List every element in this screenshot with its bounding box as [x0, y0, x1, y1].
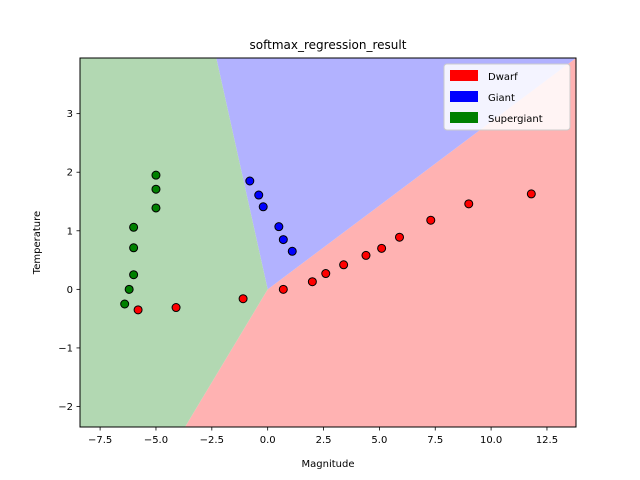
- point-dwarf: [464, 199, 474, 209]
- point-dwarf: [526, 189, 536, 199]
- y-tick-label: 1: [67, 226, 73, 237]
- point-supergiant: [151, 203, 161, 213]
- y-axis-ticks: −2 −1 0 1 2 3: [58, 109, 80, 413]
- y-tick-label: 3: [67, 109, 73, 120]
- x-tick-label: 0.0: [260, 435, 276, 446]
- point-supergiant: [120, 299, 130, 309]
- x-axis-label: Magnitude: [302, 459, 355, 470]
- x-tick-label: 2.5: [316, 435, 332, 446]
- point-supergiant: [151, 170, 161, 180]
- y-tick-label: 0: [67, 285, 73, 296]
- point-giant: [245, 176, 255, 186]
- x-tick-label: −2.5: [200, 435, 224, 446]
- x-tick-label: −5.0: [144, 435, 168, 446]
- point-dwarf: [133, 305, 143, 315]
- point-supergiant: [129, 222, 139, 232]
- legend: Dwarf Giant Supergiant: [443, 63, 571, 131]
- point-supergiant: [151, 184, 161, 194]
- point-supergiant: [129, 270, 139, 280]
- x-axis-ticks: −7.5 −5.0 −2.5 0.0 2.5 5.0 7.5 10.0 12.5: [88, 427, 558, 446]
- point-giant: [274, 222, 284, 232]
- plot-frame: [79, 57, 577, 428]
- x-tick-label: −7.5: [88, 435, 112, 446]
- point-giant: [287, 246, 297, 256]
- legend-swatch-giant: [450, 91, 478, 102]
- region-supergiant: [80, 58, 268, 427]
- point-dwarf: [171, 303, 181, 313]
- x-tick-label: 5.0: [371, 435, 387, 446]
- point-dwarf: [426, 215, 436, 225]
- point-supergiant: [129, 243, 139, 253]
- y-tick-label: 2: [67, 168, 73, 179]
- legend-label-supergiant: Supergiant: [488, 114, 543, 125]
- point-dwarf: [238, 294, 248, 304]
- legend-label-dwarf: Dwarf: [488, 72, 518, 83]
- point-supergiant: [124, 284, 134, 294]
- point-dwarf: [307, 277, 317, 287]
- point-dwarf: [278, 284, 288, 294]
- point-giant: [254, 190, 264, 200]
- point-dwarf: [339, 260, 349, 270]
- point-dwarf: [361, 250, 371, 260]
- legend-swatch-dwarf: [450, 70, 478, 81]
- point-dwarf: [394, 232, 404, 242]
- point-dwarf: [321, 269, 331, 279]
- legend-label-giant: Giant: [488, 93, 515, 104]
- data-points: [120, 170, 536, 315]
- region-dwarf: [185, 58, 576, 427]
- point-dwarf: [377, 243, 387, 253]
- x-tick-label: 10.0: [480, 435, 502, 446]
- point-giant: [258, 202, 268, 212]
- x-tick-label: 12.5: [536, 435, 558, 446]
- legend-swatch-supergiant: [450, 112, 478, 123]
- point-giant: [278, 235, 288, 245]
- y-axis-label: Temperature: [32, 211, 43, 275]
- x-tick-label: 7.5: [427, 435, 443, 446]
- y-tick-label: −1: [58, 343, 73, 354]
- chart-title: softmax_regression_result: [250, 38, 407, 52]
- y-tick-label: −2: [58, 402, 73, 413]
